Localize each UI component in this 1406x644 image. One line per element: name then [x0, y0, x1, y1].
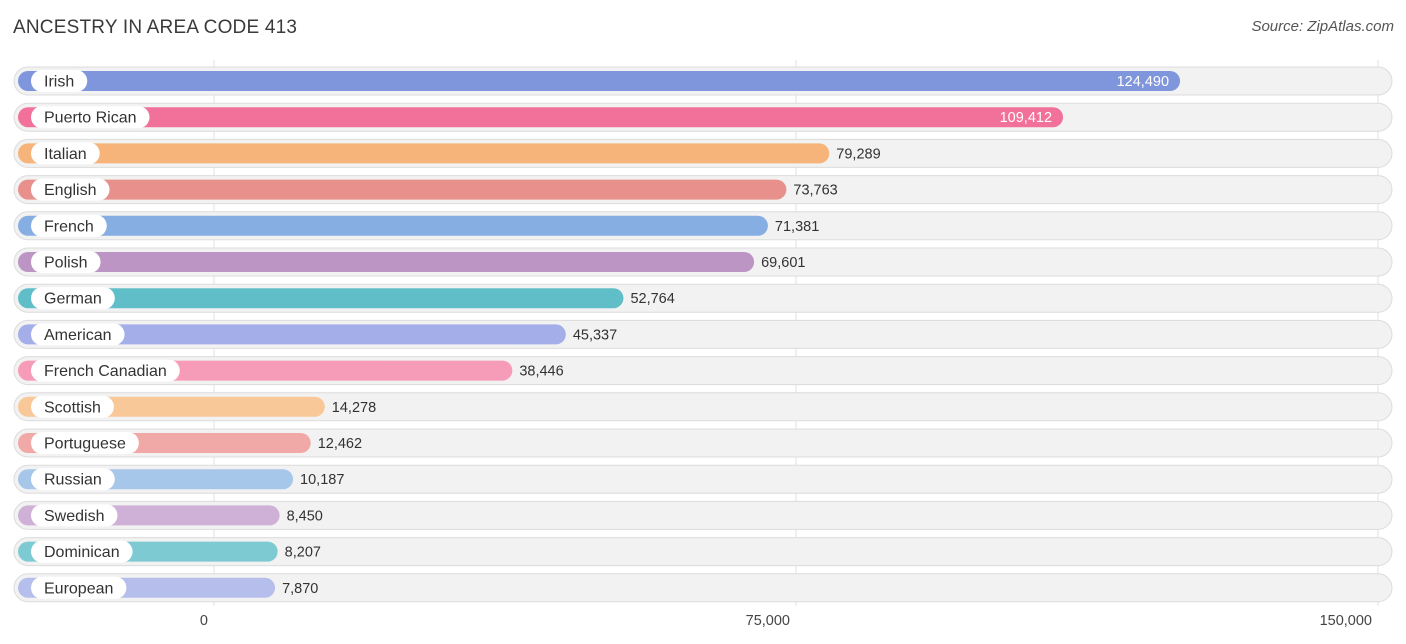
category-label: French: [44, 218, 94, 235]
bar: [18, 143, 830, 164]
value-label: 52,764: [630, 291, 674, 307]
category-label: Dominican: [44, 544, 120, 561]
category-label-pill: [31, 70, 88, 92]
bar: [18, 179, 787, 200]
category-label-pill: [31, 251, 101, 273]
bar-track: [13, 500, 1393, 530]
bar: [18, 107, 1064, 128]
bar: [18, 215, 768, 236]
category-label-pill: [31, 395, 114, 418]
bar-row: Italian 79,289: [13, 138, 1393, 168]
x-tick-label: 0: [200, 613, 208, 629]
bar-row: Swedish 8,450: [13, 500, 1393, 530]
category-label: Irish: [44, 74, 74, 91]
category-label-pill: [31, 214, 107, 237]
category-label: French Canadian: [44, 363, 167, 380]
bar: [18, 252, 755, 272]
value-label: 12,462: [318, 436, 362, 452]
category-label: Polish: [44, 255, 88, 272]
value-label: 124,490: [1117, 74, 1169, 90]
bar-track: [13, 392, 1393, 422]
value-label: 69,601: [761, 255, 805, 271]
bar-row: Irish 124,490: [13, 66, 1393, 96]
bar-track: [13, 537, 1393, 567]
x-tick-label: 75,000: [746, 613, 790, 629]
value-label: 45,337: [573, 327, 617, 343]
value-label: 79,289: [836, 146, 880, 162]
value-label: 71,381: [775, 219, 819, 235]
category-label: Italian: [44, 146, 87, 163]
bar: [18, 324, 566, 345]
category-label: Swedish: [44, 508, 104, 525]
value-label: 8,450: [287, 508, 323, 524]
bar-row: American 45,337: [13, 319, 1393, 349]
source-credit: Source: ZipAtlas.com: [1251, 18, 1394, 35]
category-label-pill: [31, 468, 115, 491]
category-label-pill: [31, 323, 125, 346]
category-label-pill: [31, 432, 139, 454]
category-label: English: [44, 182, 96, 199]
category-label-pill: [31, 504, 118, 527]
value-label: 38,446: [519, 364, 563, 380]
value-label: 109,412: [1000, 110, 1052, 126]
value-label: 73,763: [793, 183, 837, 199]
category-label-pill: [31, 287, 115, 310]
value-label: 10,187: [300, 472, 344, 488]
category-label-pill: [31, 540, 133, 563]
category-label-pill: [31, 106, 150, 129]
category-label: Russian: [44, 472, 102, 489]
bar-track: [13, 428, 1393, 458]
category-label: American: [44, 327, 112, 344]
bar-row: Russian 10,187: [13, 464, 1393, 494]
bar-track: [13, 573, 1393, 603]
category-label: Scottish: [44, 399, 101, 416]
category-label: Puerto Rican: [44, 110, 137, 127]
category-label: Portuguese: [44, 436, 126, 453]
bar-row: English 73,763: [13, 175, 1393, 205]
bar-row: Portuguese 12,462: [13, 428, 1393, 458]
bar-row: Dominican 8,207: [13, 537, 1393, 567]
bar-row: German 52,764: [13, 283, 1393, 313]
category-label-pill: [31, 142, 100, 165]
category-label: German: [44, 291, 102, 308]
bar-row: Scottish 14,278: [13, 392, 1393, 422]
bar: [18, 288, 624, 309]
chart-title: ANCESTRY IN AREA CODE 413: [13, 17, 298, 38]
value-label: 7,870: [282, 581, 318, 597]
value-label: 14,278: [332, 400, 376, 416]
category-label: European: [44, 580, 113, 597]
category-label-pill: [31, 178, 110, 201]
category-label-pill: [31, 359, 180, 382]
bar-row: European 7,870: [13, 573, 1393, 603]
bar-row: Puerto Rican 109,412: [13, 102, 1393, 132]
bar-row: Polish 69,601: [13, 247, 1393, 277]
x-tick-label: 150,000: [1320, 613, 1372, 629]
bar-track: [13, 464, 1393, 494]
value-label: 8,207: [285, 545, 321, 561]
category-label-pill: [31, 576, 127, 599]
bar-row: French 71,381: [13, 211, 1393, 241]
bar-row: French Canadian 38,446: [13, 356, 1393, 386]
bar: [18, 71, 1181, 91]
